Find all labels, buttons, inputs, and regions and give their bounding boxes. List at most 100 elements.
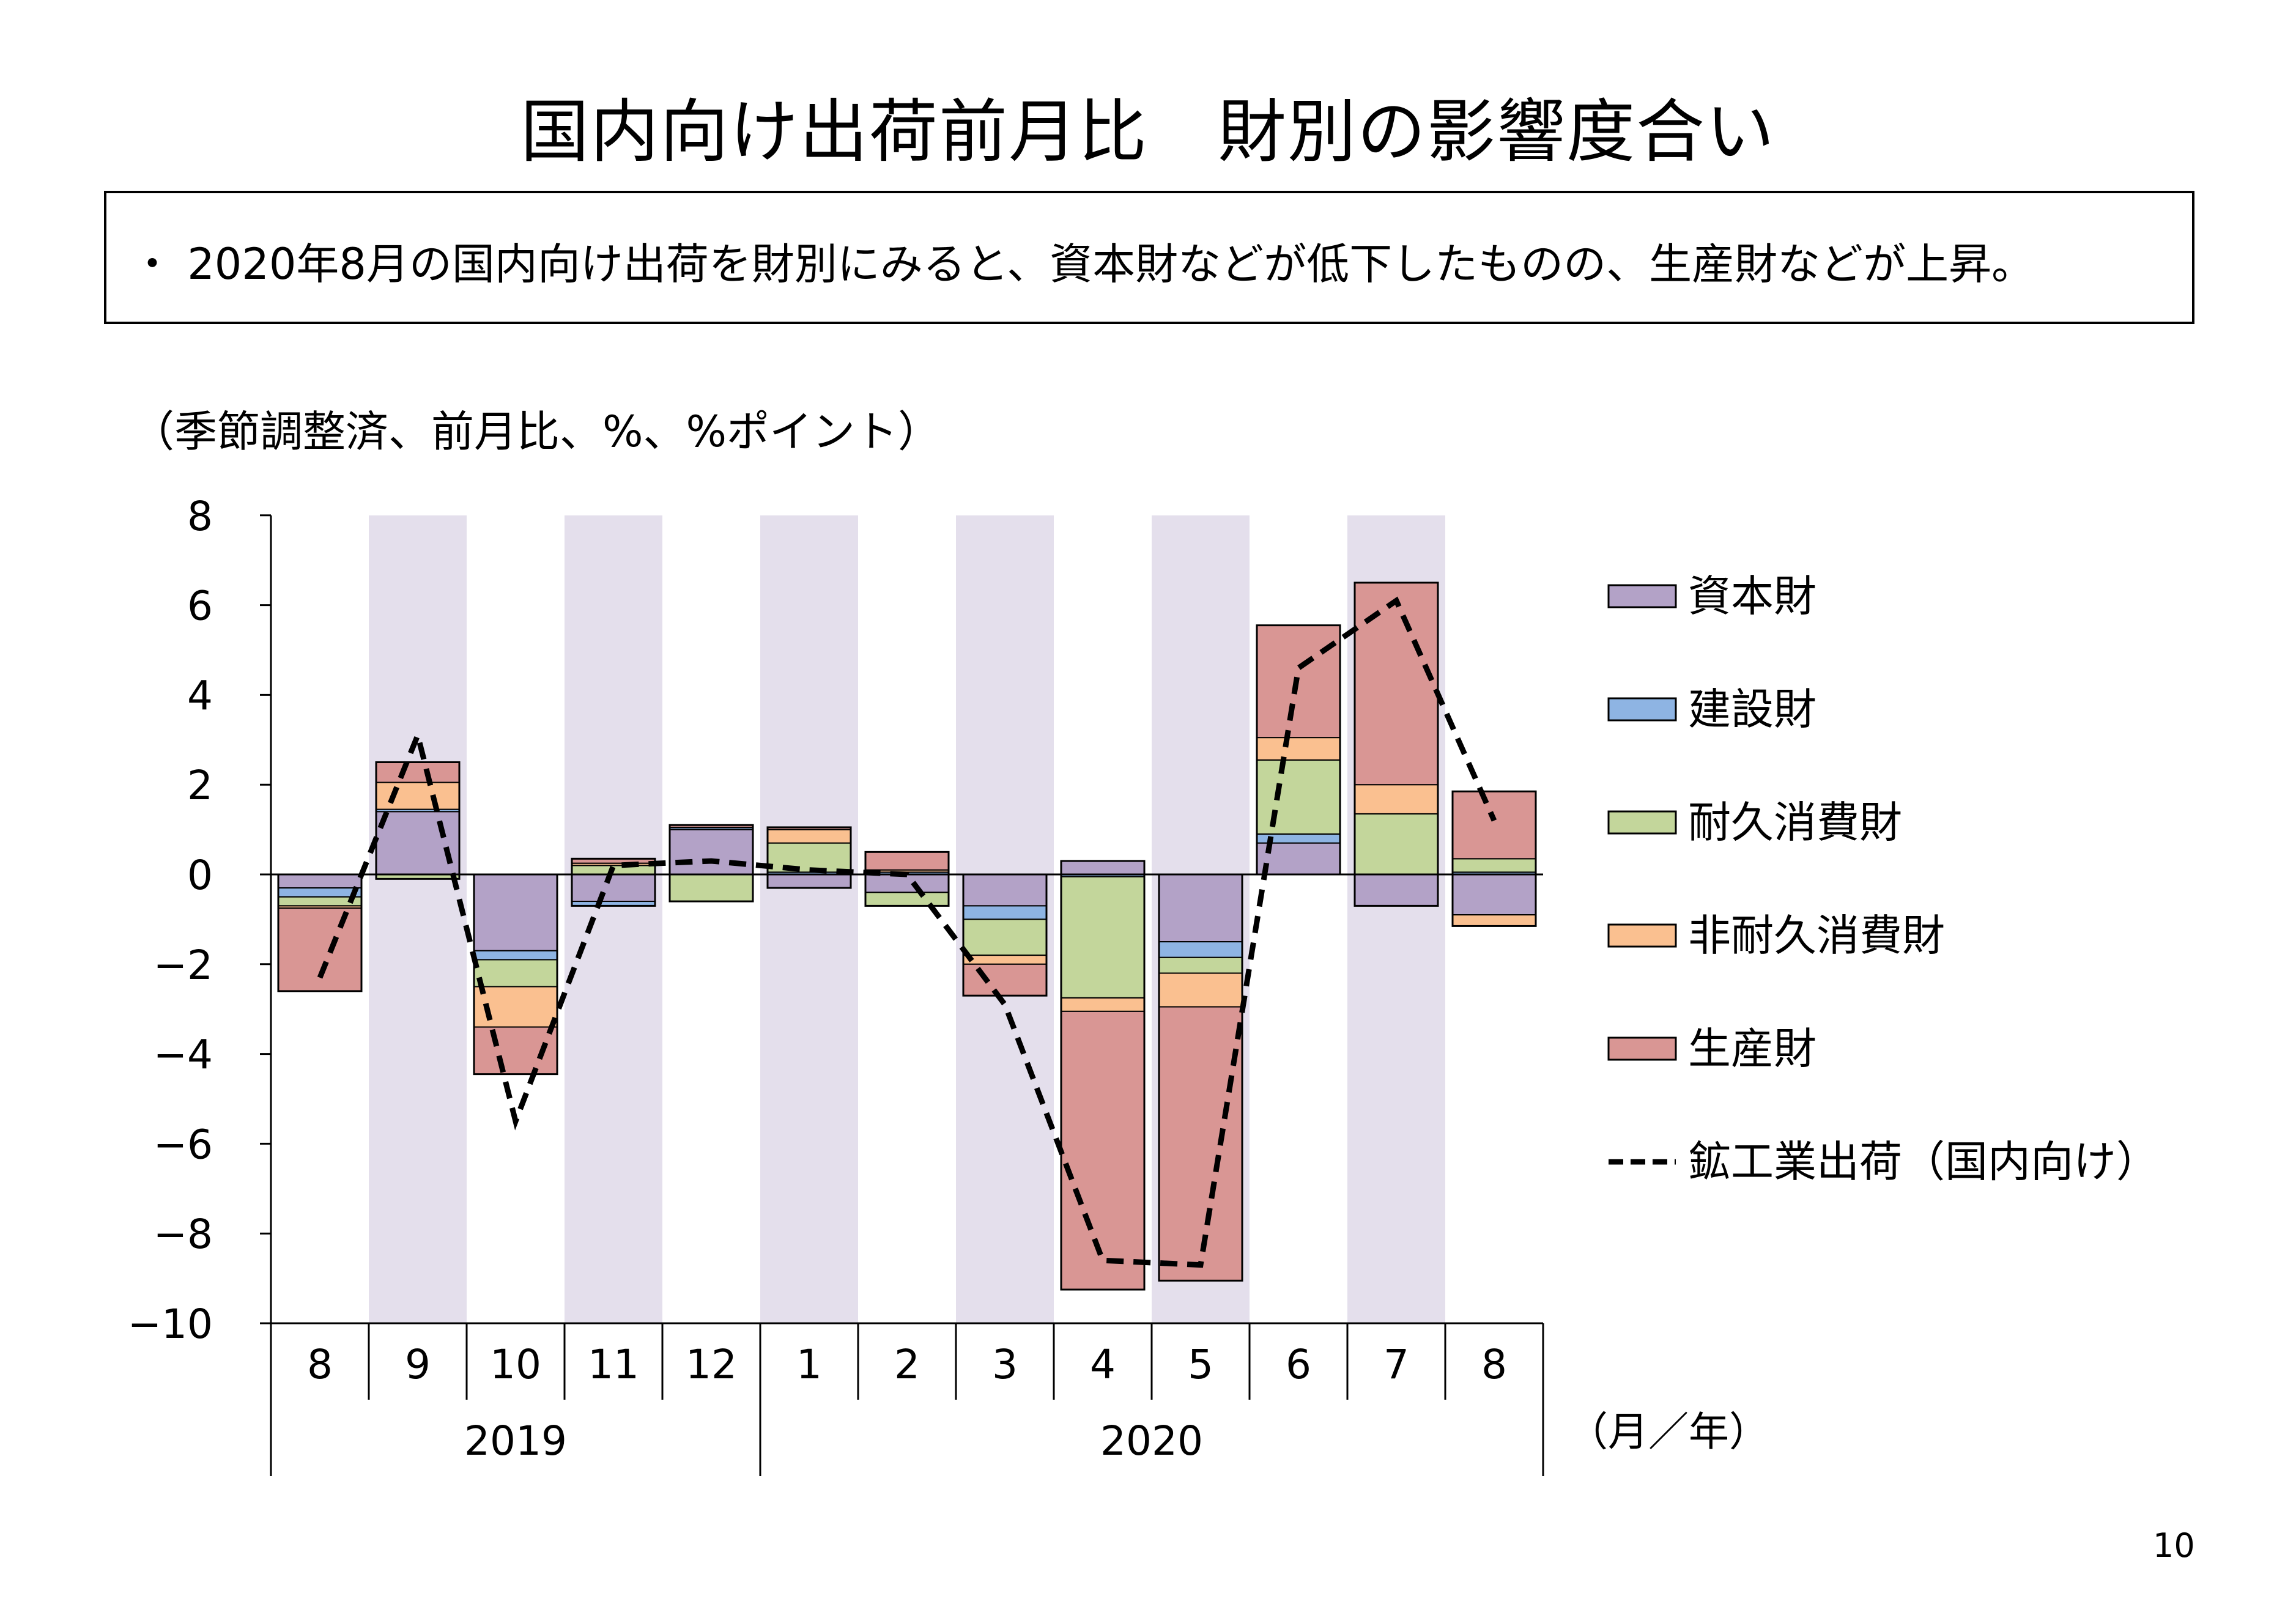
bar-outline: [864, 851, 950, 907]
y-tick-label: −8: [154, 1211, 213, 1258]
bar-durable: [1061, 876, 1145, 999]
y-tick-label: 0: [187, 852, 213, 899]
x-tick-label: 2: [894, 1341, 920, 1388]
legend-label-production: 生産財: [1688, 1024, 1816, 1074]
y-tick-label: −6: [154, 1121, 213, 1168]
bar-nondurable: [1061, 997, 1145, 1012]
bar-construction: [1158, 941, 1243, 958]
bar-capital: [1158, 874, 1243, 943]
bar-capital: [1354, 874, 1439, 907]
bar-production: [1354, 582, 1439, 786]
x-tick-label: 3: [992, 1341, 1018, 1388]
bar-durable: [1256, 759, 1341, 835]
x-tick-label: 4: [1090, 1341, 1116, 1388]
bar-outline: [668, 824, 754, 903]
bar-construction: [473, 950, 558, 961]
bar-durable: [1354, 813, 1439, 876]
bar-capital: [1452, 874, 1536, 916]
bar-outline: [766, 826, 852, 889]
bar-nondurable: [1452, 914, 1536, 927]
line-series: [317, 596, 1497, 1268]
y-tick-label: −4: [154, 1032, 213, 1079]
summary-text: ・ 2020年8月の国内向け出荷を財別にみると、資本財などが低下したものの、生産…: [131, 239, 2035, 289]
bar-outline: [1451, 790, 1537, 927]
bar-production: [1061, 1010, 1145, 1290]
legend-swatch-nondurable: [1607, 923, 1677, 948]
bar-durable: [865, 892, 949, 907]
year-label: 2019: [464, 1417, 567, 1465]
bar-capital: [571, 874, 656, 903]
legend-swatch-construction: [1607, 697, 1677, 722]
bar-durable: [767, 842, 851, 873]
bar-nondurable: [767, 829, 851, 844]
bar-durable: [1158, 956, 1243, 974]
summary-box: ・ 2020年8月の国内向け出荷を財別にみると、資本財などが低下したものの、生産…: [104, 191, 2194, 324]
x-tick-label: 1: [796, 1341, 822, 1388]
x-tick-label: 10: [490, 1341, 541, 1388]
bar-durable: [669, 874, 754, 903]
legend-label-durable: 耐久消費財: [1688, 797, 1902, 848]
bar-construction: [963, 905, 1047, 920]
legend-swatch-production: [1607, 1036, 1677, 1061]
bar-capital: [473, 874, 558, 951]
legend-swatch-durable: [1607, 810, 1677, 835]
x-tick-label: 6: [1286, 1341, 1311, 1388]
x-unit-label: （月／年）: [1568, 1408, 1769, 1455]
x-tick-label: 5: [1188, 1341, 1213, 1388]
y-tick-label: 2: [187, 762, 213, 809]
bar-nondurable: [376, 781, 460, 810]
line-layer: [317, 596, 1497, 1268]
shaded-band: [760, 515, 858, 1323]
x-tick-label: 9: [405, 1341, 431, 1388]
shaded-band: [369, 515, 467, 1323]
x-tick-label: 12: [686, 1341, 737, 1388]
x-tick-label: 7: [1383, 1341, 1409, 1388]
bar-capital: [963, 874, 1047, 907]
page-title: 国内向け出荷前月比 財別の影響度合い: [520, 92, 1776, 172]
legend-label-line: 鉱工業出荷（国内向け）: [1688, 1137, 2159, 1187]
bar-outline: [375, 761, 461, 880]
x-tick-label: 8: [1481, 1341, 1507, 1388]
x-tick-label: 11: [588, 1341, 639, 1388]
y-tick-label: 4: [187, 672, 213, 719]
bar-capital: [278, 874, 362, 889]
legend-label-construction: 建設財: [1688, 684, 1816, 734]
bar-nondurable: [1354, 784, 1439, 815]
year-label: 2020: [1100, 1417, 1203, 1465]
y-tick-label: −10: [128, 1301, 213, 1348]
legend-swatch-capital: [1607, 584, 1677, 608]
bar-production: [376, 761, 460, 783]
bar-capital: [865, 874, 949, 893]
bar-production: [278, 907, 362, 992]
shaded-band: [565, 515, 662, 1323]
bar-capital: [669, 829, 754, 875]
bar-nondurable: [963, 955, 1047, 965]
legend-label-nondurable: 非耐久消費財: [1688, 911, 1945, 961]
bar-outline: [571, 857, 656, 907]
bar-production: [963, 963, 1047, 997]
bar-outline: [1060, 860, 1146, 1291]
y-tick-label: 6: [187, 583, 213, 630]
bar-capital: [1061, 860, 1145, 875]
bar-outline: [1354, 582, 1439, 907]
y-tick-label: −2: [154, 942, 213, 989]
bar-nondurable: [1158, 972, 1243, 1008]
bar-production: [1158, 1006, 1243, 1282]
unit-note: （季節調整済、前月比、%、%ポイント）: [131, 407, 941, 457]
bar-capital: [767, 874, 851, 889]
y-tick-label: 8: [187, 493, 213, 540]
bar-production: [865, 851, 949, 871]
bar-durable: [473, 959, 558, 988]
bar-construction: [278, 887, 362, 898]
bar-production: [1452, 791, 1536, 860]
bar-durable: [1452, 858, 1536, 873]
legend-label-capital: 資本財: [1688, 571, 1816, 621]
bar-durable: [963, 918, 1047, 956]
x-tick-label: 8: [307, 1341, 333, 1388]
bar-nondurable: [1256, 737, 1341, 761]
page-number: 10: [2153, 1526, 2195, 1565]
bar-capital: [376, 811, 460, 875]
